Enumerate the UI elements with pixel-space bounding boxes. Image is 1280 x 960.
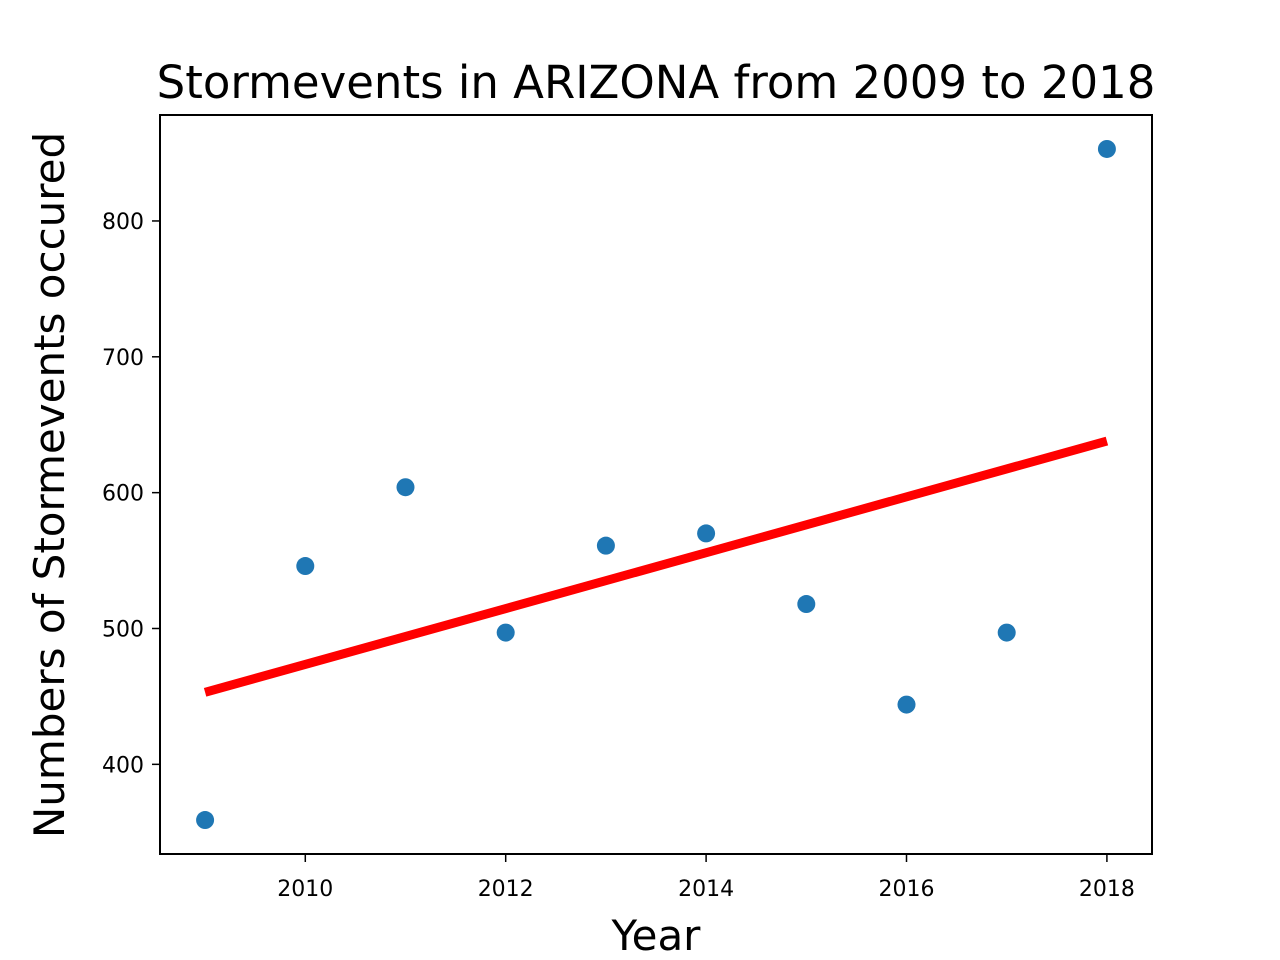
data-point — [897, 695, 916, 714]
x-axis: 2010 2012 2014 2016 2018 — [277, 854, 1135, 902]
data-point — [496, 623, 515, 642]
x-tick-label: 2014 — [678, 877, 734, 902]
x-tick-label: 2016 — [879, 877, 935, 902]
trendline — [203, 436, 1109, 697]
data-point — [396, 478, 415, 497]
data-point — [596, 536, 615, 555]
x-tick-label: 2018 — [1079, 877, 1135, 902]
data-point — [697, 524, 716, 543]
x-axis-label: Year — [611, 911, 702, 960]
y-tick-label: 400 — [102, 753, 144, 778]
y-tick-label: 500 — [102, 617, 144, 642]
data-point — [1097, 139, 1116, 158]
x-tick-label: 2010 — [277, 877, 333, 902]
y-tick-label: 700 — [102, 346, 144, 371]
data-point — [797, 595, 816, 614]
x-tick-label: 2012 — [478, 877, 534, 902]
data-point — [196, 811, 215, 830]
data-point — [296, 557, 315, 576]
plot-frame — [159, 114, 1153, 855]
y-axis-label: Numbers of Stormevents occured — [25, 132, 74, 838]
chart-title: Stormevents in ARIZONA from 2009 to 2018 — [157, 56, 1156, 109]
y-axis: 400 500 600 700 800 — [102, 210, 160, 778]
y-tick-label: 600 — [102, 482, 144, 507]
data-point — [997, 623, 1016, 642]
data-points-layer — [196, 139, 1116, 830]
plot-area — [159, 114, 1153, 855]
y-tick-label: 800 — [102, 210, 144, 235]
trendline-layer — [203, 436, 1109, 697]
